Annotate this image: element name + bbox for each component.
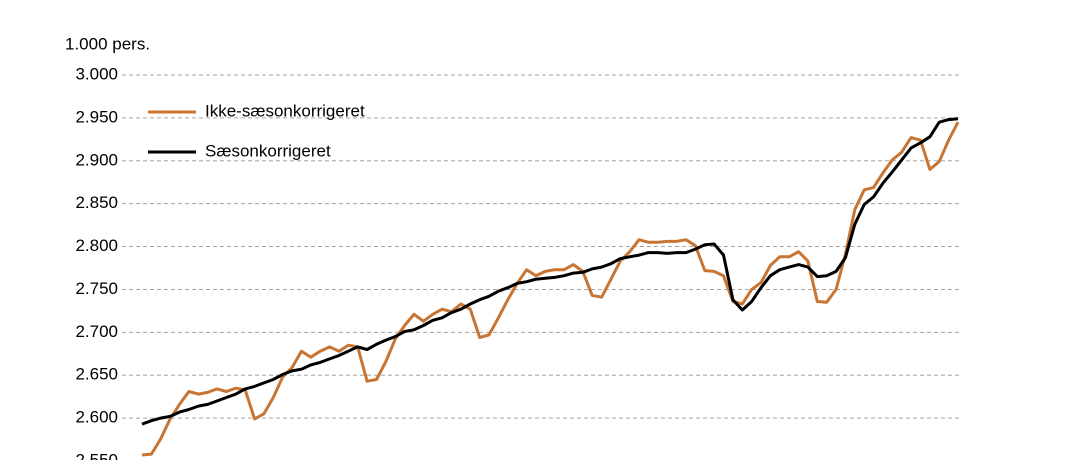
y-tick-label: 2.600: [75, 408, 118, 427]
y-axis-label: 1.000 pers.: [65, 34, 150, 53]
y-tick-label: 2.750: [75, 279, 118, 298]
y-tick-label: 3.000: [75, 64, 118, 83]
legend-label: Ikke-sæsonkorrigeret: [205, 101, 365, 120]
legend-label: Sæsonkorrigeret: [205, 141, 331, 160]
y-tick-label: 2.900: [75, 150, 118, 169]
y-tick-label: 2.650: [75, 365, 118, 384]
series-line: [141, 121, 960, 457]
y-tick-label: 2.550: [75, 450, 118, 460]
y-tick-label: 2.800: [75, 236, 118, 255]
y-tick-label: 2.850: [75, 193, 118, 212]
series-line: [141, 117, 959, 426]
y-tick-label: 2.700: [75, 322, 118, 341]
y-tick-label: 2.950: [75, 107, 118, 126]
